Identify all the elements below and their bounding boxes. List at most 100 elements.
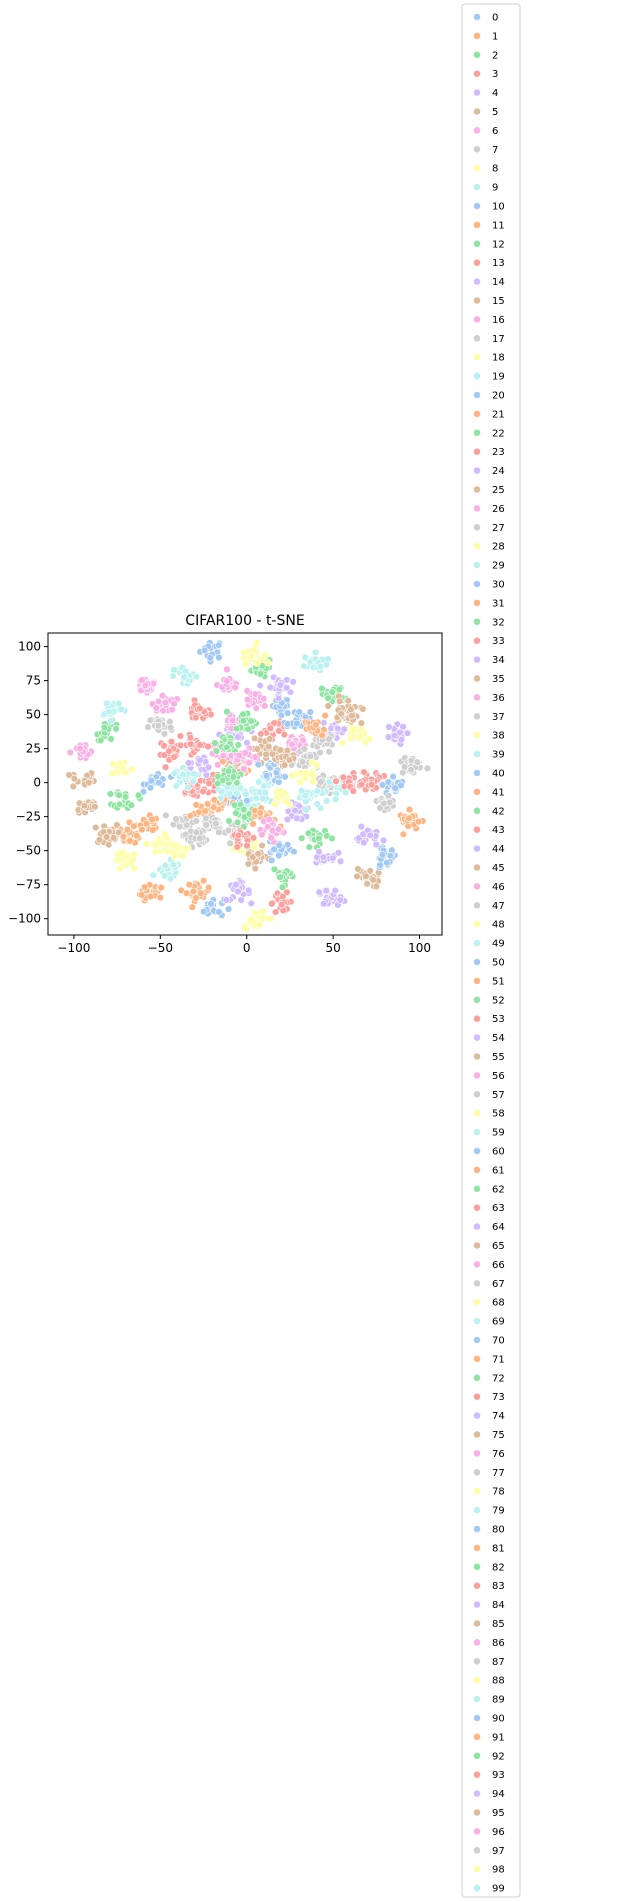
legend-item-7: 7 (473, 145, 498, 156)
series-58 (288, 758, 321, 786)
legend-label: 28 (492, 542, 505, 553)
data-point (239, 710, 247, 718)
data-point (311, 648, 320, 657)
legend-label: 71 (492, 1354, 505, 1365)
legend-label: 62 (492, 1184, 505, 1195)
data-point (357, 719, 366, 727)
plot-frame (47, 632, 443, 936)
data-point (244, 860, 253, 868)
data-point (205, 779, 213, 788)
data-point (202, 821, 210, 829)
data-point (91, 802, 99, 811)
data-point (243, 797, 251, 805)
legend-item-26: 26 (473, 504, 505, 515)
data-point (66, 748, 75, 757)
data-point (252, 794, 261, 802)
data-point (324, 702, 332, 710)
legend-item-9: 9 (473, 183, 498, 194)
data-point (170, 753, 178, 761)
data-point (186, 733, 195, 742)
data-point (234, 831, 243, 840)
legend-item-88: 88 (473, 1676, 505, 1687)
legend-marker (473, 221, 481, 229)
legend-label: 57 (492, 1090, 505, 1101)
data-point (214, 772, 222, 781)
data-point (154, 697, 163, 706)
data-point (201, 646, 209, 655)
legend-item-32: 32 (473, 617, 505, 628)
data-point (254, 760, 263, 769)
data-point (146, 784, 155, 792)
legend-label: 18 (492, 353, 505, 364)
legend-marker (473, 1241, 481, 1250)
data-point (316, 662, 325, 671)
data-point (386, 798, 394, 807)
data-point (204, 742, 212, 751)
legend-item-3: 3 (473, 69, 498, 80)
legend-marker (473, 1789, 481, 1798)
data-point (325, 778, 334, 786)
legend-item-17: 17 (473, 334, 505, 345)
legend-item-48: 48 (473, 920, 505, 931)
legend-item-60: 60 (473, 1147, 505, 1158)
legend-label: 91 (492, 1732, 505, 1743)
data-point (356, 733, 365, 741)
series-32 (106, 788, 144, 812)
legend-label: 7 (492, 145, 498, 156)
data-point (334, 724, 342, 733)
legend-marker (473, 1733, 481, 1741)
series-94 (315, 886, 348, 909)
data-point (215, 641, 223, 649)
data-point (264, 658, 272, 667)
data-point (186, 812, 195, 820)
data-point (335, 685, 344, 694)
data-point (130, 864, 139, 873)
data-point (130, 850, 138, 859)
data-point (149, 826, 157, 834)
legend-marker (473, 1770, 481, 1779)
data-point (204, 763, 213, 772)
data-point (234, 741, 243, 749)
data-point (283, 709, 292, 717)
series-3 (188, 696, 215, 722)
data-point (144, 723, 152, 731)
legend-label: 97 (492, 1846, 505, 1857)
legend-label: 61 (492, 1165, 505, 1176)
data-point (160, 742, 168, 750)
series-76 (227, 744, 261, 773)
series-9 (300, 648, 332, 674)
y-tick-label: 0 (33, 776, 41, 790)
legend-marker (473, 466, 481, 475)
data-point (309, 777, 317, 786)
legend-label: 39 (492, 750, 505, 761)
legend-marker (473, 183, 481, 191)
legend-item-31: 31 (473, 598, 505, 609)
data-point (275, 727, 283, 735)
data-point (347, 705, 355, 713)
legend-marker (473, 939, 481, 947)
data-point (251, 864, 260, 873)
data-point (162, 811, 170, 820)
data-point (172, 815, 180, 823)
data-point (363, 880, 371, 888)
legend-marker (473, 391, 481, 399)
legend-marker (473, 447, 481, 456)
series-42 (318, 683, 350, 709)
legend-marker (473, 1525, 481, 1533)
legend-item-34: 34 (473, 655, 505, 666)
data-point (302, 806, 310, 814)
legend-item-53: 53 (473, 1014, 505, 1025)
data-point (205, 883, 213, 892)
data-point (207, 900, 215, 908)
data-point (283, 815, 292, 824)
legend-label: 42 (492, 806, 505, 817)
data-point (163, 847, 172, 856)
data-point (360, 768, 368, 776)
data-point (127, 801, 136, 809)
legend-item-82: 82 (473, 1562, 505, 1573)
legend-label: 11 (492, 220, 505, 231)
legend-label: 19 (492, 372, 505, 383)
legend-label: 82 (492, 1562, 505, 1573)
legend-label: 1 (492, 31, 498, 42)
data-point (318, 731, 326, 739)
